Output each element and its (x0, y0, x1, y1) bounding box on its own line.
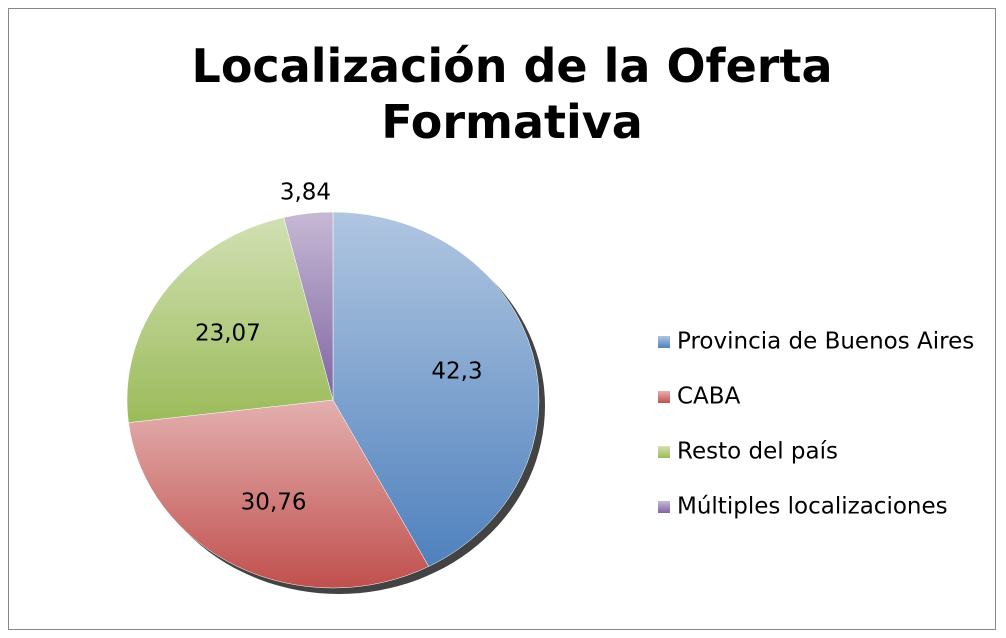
legend-label: CABA (677, 384, 741, 410)
legend-label: Resto del país (677, 439, 838, 465)
data-label: 42,3 (431, 359, 482, 385)
pie-slice (332, 211, 540, 567)
data-label: 3,84 (280, 179, 331, 205)
pie-slice (283, 211, 334, 401)
legend-swatch (658, 391, 670, 403)
chart-frame (8, 8, 996, 630)
legend-label: Provincia de Buenos Aires (677, 329, 974, 355)
legend-swatch (658, 446, 670, 458)
legend-swatch (658, 501, 670, 513)
chart-title: Localización de la Oferta Formativa (191, 39, 833, 149)
data-label: 30,76 (241, 490, 307, 516)
pie-slice (128, 399, 430, 589)
data-label: 23,07 (195, 320, 261, 346)
legend-swatch (658, 336, 670, 348)
pie-slice (126, 217, 334, 423)
legend-label: Múltiples localizaciones (677, 494, 948, 520)
